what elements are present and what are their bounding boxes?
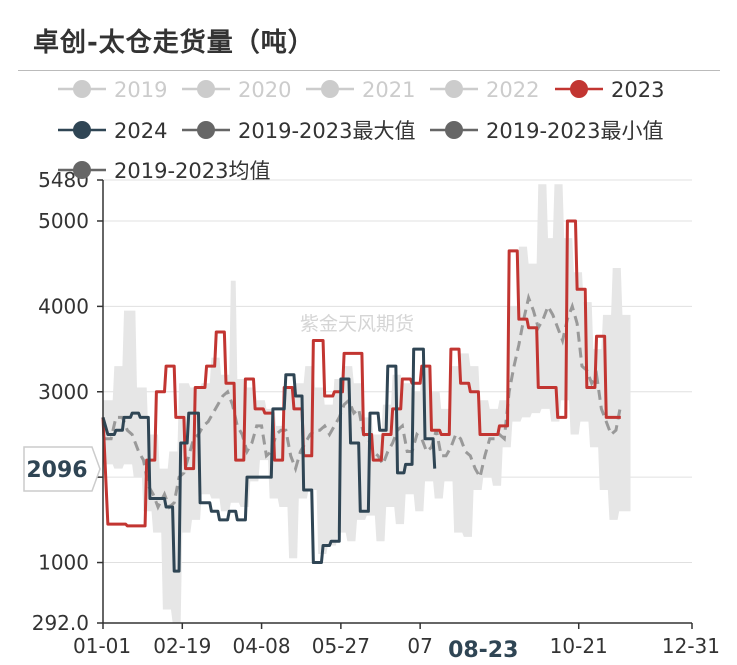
series-line-2024 xyxy=(101,347,437,573)
y-tick-label: 292.0 xyxy=(32,611,89,635)
legend-label: 2023 xyxy=(611,78,664,102)
highlight-markers: 08-23 2096 xyxy=(23,446,518,663)
legend-marker xyxy=(197,80,215,98)
legend-marker xyxy=(321,80,339,98)
series-lines xyxy=(101,219,623,573)
y-highlight-label: 2096 xyxy=(26,458,87,483)
x-tick-label: 07 xyxy=(407,634,432,658)
chart-title: 卓创-太仓走货量（吨） xyxy=(33,28,315,58)
y-tick-label: 5000 xyxy=(38,209,89,233)
legend-marker xyxy=(445,121,463,139)
legend-label: 2020 xyxy=(238,78,291,102)
legend-label: 2022 xyxy=(486,78,539,102)
legend: 2019 2020 2021 2022 2023 2024 2019-2023最大值 2019… xyxy=(58,78,664,183)
x-tick-label: 02-19 xyxy=(153,634,211,658)
legend-label: 2019 xyxy=(114,78,167,102)
min-max-area xyxy=(103,184,631,623)
mean-line xyxy=(103,292,623,511)
x-tick-label: 05-27 xyxy=(312,634,370,658)
x-tick-label: 01-01 xyxy=(73,634,131,658)
legend-label: 2019-2023最大值 xyxy=(238,119,415,143)
legend-label: 2024 xyxy=(114,119,167,143)
y-highlight-box xyxy=(23,446,101,492)
x-tick-label: 04-08 xyxy=(233,634,291,658)
legend-marker xyxy=(445,80,463,98)
legend-label: 2019-2023均值 xyxy=(114,159,270,183)
legend-label: 2019-2023最小值 xyxy=(486,119,663,143)
legend-marker xyxy=(73,161,91,179)
title-divider xyxy=(18,70,720,71)
x-highlight-label: 08-23 xyxy=(448,638,518,663)
legend-label: 2021 xyxy=(362,78,415,102)
y-tick-label: 4000 xyxy=(38,294,89,318)
legend-marker xyxy=(73,121,91,139)
legend-marker xyxy=(197,121,215,139)
x-tick-label: 10-21 xyxy=(550,634,608,658)
legend-marker xyxy=(570,80,588,98)
y-tick-label: 3000 xyxy=(38,380,89,404)
min-max-band xyxy=(103,184,631,623)
watermark: 紫金天风期货 xyxy=(300,313,414,335)
series-line-2023 xyxy=(101,219,621,528)
y-tick-label: 1000 xyxy=(38,551,89,575)
legend-marker xyxy=(73,80,91,98)
x-tick-label: 12-31 xyxy=(662,634,720,658)
